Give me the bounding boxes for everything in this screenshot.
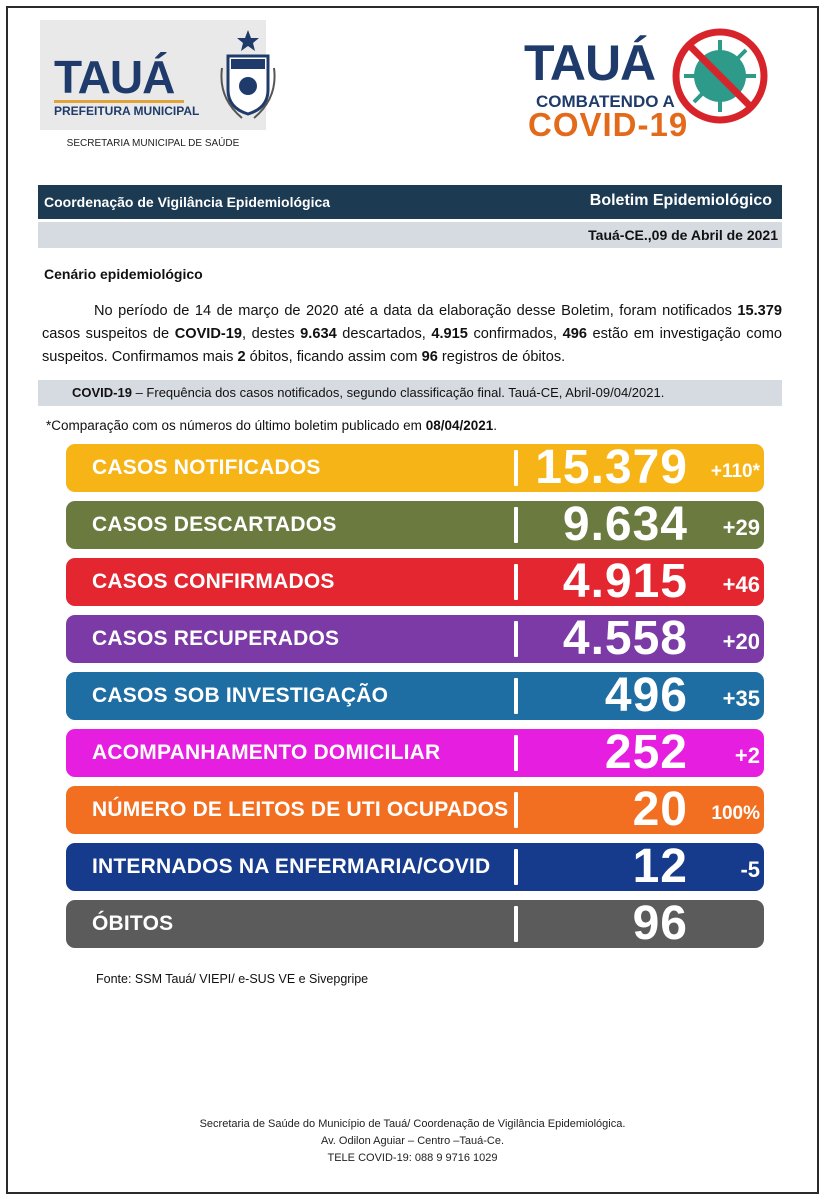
date-band: Tauá-CE.,09 de Abril de 2021 bbox=[38, 222, 782, 248]
paragraph-text: estão em investigação como suspeitos. Co… bbox=[42, 326, 782, 365]
stat-value: 4.915 bbox=[562, 555, 688, 608]
paragraph-bold: 15.379 bbox=[737, 303, 782, 319]
stat-label: CASOS NOTIFICADOS bbox=[92, 456, 321, 479]
stat-bar-enfermaria: INTERNADOS NA ENFERMARIA/COVID 12 -5 bbox=[66, 840, 764, 893]
stat-value: 96 bbox=[632, 897, 688, 950]
secretaria-label: SECRETARIA MUNICIPAL DE SAÚDE bbox=[66, 138, 240, 149]
stat-bar-domiciliar: ACOMPANHAMENTO DOMICILIAR 252 +2 bbox=[66, 726, 764, 779]
stat-bar-uti: NÚMERO DE LEITOS DE UTI OCUPADOS 20 100% bbox=[66, 783, 764, 836]
stat-bar-obitos: ÓBITOS 96 bbox=[66, 897, 764, 950]
paragraph-bold: 9.634 bbox=[300, 326, 337, 342]
logo-brand-text: TAUÁ bbox=[54, 51, 175, 103]
stat-delta: +20 bbox=[722, 629, 760, 654]
stat-separator bbox=[514, 735, 518, 771]
logo-underline bbox=[54, 100, 184, 103]
stat-delta: +46 bbox=[722, 572, 760, 597]
stat-value: 496 bbox=[604, 669, 688, 722]
caption-text: COVID-19 – Frequência dos casos notifica… bbox=[72, 385, 664, 400]
stat-delta: +35 bbox=[722, 686, 760, 711]
prefeitura-logo: TAUÁ PREFEITURA MUNICIPAL bbox=[40, 20, 276, 130]
stat-separator bbox=[514, 507, 518, 543]
stat-value: 4.558 bbox=[562, 612, 688, 665]
stat-bar-notificados: CASOS NOTIFICADOS 15.379 +110* bbox=[66, 441, 764, 494]
stat-delta: 100% bbox=[711, 803, 760, 824]
paragraph-text: casos suspeitos de bbox=[42, 326, 175, 342]
paragraph-bold: 2 bbox=[237, 349, 246, 365]
paragraph-text: descartados, bbox=[336, 326, 432, 342]
stat-separator bbox=[514, 450, 518, 486]
paragraph-text: , destes bbox=[242, 326, 301, 342]
stat-separator bbox=[514, 564, 518, 600]
stat-label: INTERNADOS NA ENFERMARIA/COVID bbox=[92, 855, 491, 878]
stat-separator bbox=[514, 849, 518, 885]
paragraph-text: óbitos, ficando assim com bbox=[245, 349, 422, 365]
paragraph-text: No período de 14 de março de 2020 até a … bbox=[94, 303, 738, 319]
caption-bold: COVID-19 bbox=[72, 385, 132, 400]
stat-delta: -5 bbox=[740, 857, 760, 882]
section-title: Cenário epidemiológico bbox=[44, 266, 203, 282]
stat-value: 20 bbox=[632, 783, 688, 836]
paragraph-text: confirmados, bbox=[467, 326, 563, 342]
coat-of-arms-icon bbox=[220, 30, 276, 119]
stat-bar-investigacao: CASOS SOB INVESTIGAÇÃO 496 +35 bbox=[66, 669, 764, 722]
comparison-end: . bbox=[493, 418, 498, 433]
bulletin-date: Tauá-CE.,09 de Abril de 2021 bbox=[588, 227, 778, 243]
summary-paragraph: No período de 14 de março de 2020 até a … bbox=[42, 300, 782, 369]
stat-label: ÓBITOS bbox=[92, 912, 174, 935]
footer-line: Secretaria de Saúde do Município de Tauá… bbox=[199, 1118, 626, 1130]
stat-bar-descartados: CASOS DESCARTADOS 9.634 +29 bbox=[66, 498, 764, 551]
caption-band: COVID-19 – Frequência dos casos notifica… bbox=[38, 380, 782, 406]
stat-label: ACOMPANHAMENTO DOMICILIAR bbox=[92, 741, 441, 764]
combatendo-covid-logo: TAUÁ COMBATENDO A COVID-19 bbox=[510, 20, 780, 145]
stat-label: CASOS CONFIRMADOS bbox=[92, 570, 335, 593]
paragraph-bold: COVID-19 bbox=[174, 326, 242, 342]
virus-prohibited-icon bbox=[672, 28, 768, 124]
stat-separator bbox=[514, 678, 518, 714]
source-note: Fonte: SSM Tauá/ VIEPI/ e-SUS VE e Sivep… bbox=[96, 972, 369, 986]
page-border bbox=[6, 6, 819, 1194]
stat-separator bbox=[514, 621, 518, 657]
stat-separator bbox=[514, 906, 518, 942]
boletim-title: Boletim Epidemiológico bbox=[589, 192, 772, 209]
stat-separator bbox=[514, 792, 518, 828]
stat-value: 12 bbox=[632, 840, 688, 893]
stat-label: CASOS DESCARTADOS bbox=[92, 513, 337, 536]
footer-line: Av. Odilon Aguiar – Centro –Tauá-Ce. bbox=[320, 1135, 505, 1147]
comparison-date: 08/04/2021 bbox=[425, 418, 494, 433]
comparison-text: *Comparação com os números do último bol… bbox=[46, 418, 426, 433]
paragraph-bold: 496 bbox=[562, 326, 587, 342]
logo-sub-text: PREFEITURA MUNICIPAL bbox=[54, 104, 200, 118]
stat-label: CASOS RECUPERADOS bbox=[92, 627, 340, 650]
coordenacao-title: Coordenação de Vigilância Epidemiológica bbox=[44, 194, 331, 210]
stat-value: 252 bbox=[604, 726, 688, 779]
paragraph-bold: 4.915 bbox=[431, 326, 468, 342]
paragraph-bold: 96 bbox=[421, 349, 438, 365]
stat-value: 15.379 bbox=[535, 441, 688, 494]
paragraph-text: registros de óbitos. bbox=[437, 349, 566, 365]
stat-value: 9.634 bbox=[562, 498, 688, 551]
stat-delta: +29 bbox=[722, 515, 760, 540]
stat-label: NÚMERO DE LEITOS DE UTI OCUPADOS bbox=[92, 798, 509, 821]
logo-right-title: TAUÁ bbox=[524, 35, 656, 91]
stat-label: CASOS SOB INVESTIGAÇÃO bbox=[92, 684, 389, 707]
comparison-note: *Comparação com os números do último bol… bbox=[46, 418, 497, 433]
stat-delta: +110* bbox=[710, 461, 760, 482]
stat-bar-confirmados: CASOS CONFIRMADOS 4.915 +46 bbox=[66, 555, 764, 608]
caption-rest: – Frequência dos casos notificados, segu… bbox=[131, 385, 665, 400]
logo-right-covid: COVID-19 bbox=[528, 106, 689, 143]
stat-delta: +2 bbox=[734, 743, 760, 768]
header-band: Coordenação de Vigilância Epidemiológica… bbox=[38, 185, 782, 219]
logo-right-sub: COMBATENDO A bbox=[536, 92, 675, 111]
footer: Secretaria de Saúde do Município de Tauá… bbox=[0, 1116, 825, 1167]
stat-bar-recuperados: CASOS RECUPERADOS 4.558 +20 bbox=[66, 612, 764, 665]
footer-line: TELE COVID-19: 088 9 9716 1029 bbox=[327, 1152, 498, 1164]
